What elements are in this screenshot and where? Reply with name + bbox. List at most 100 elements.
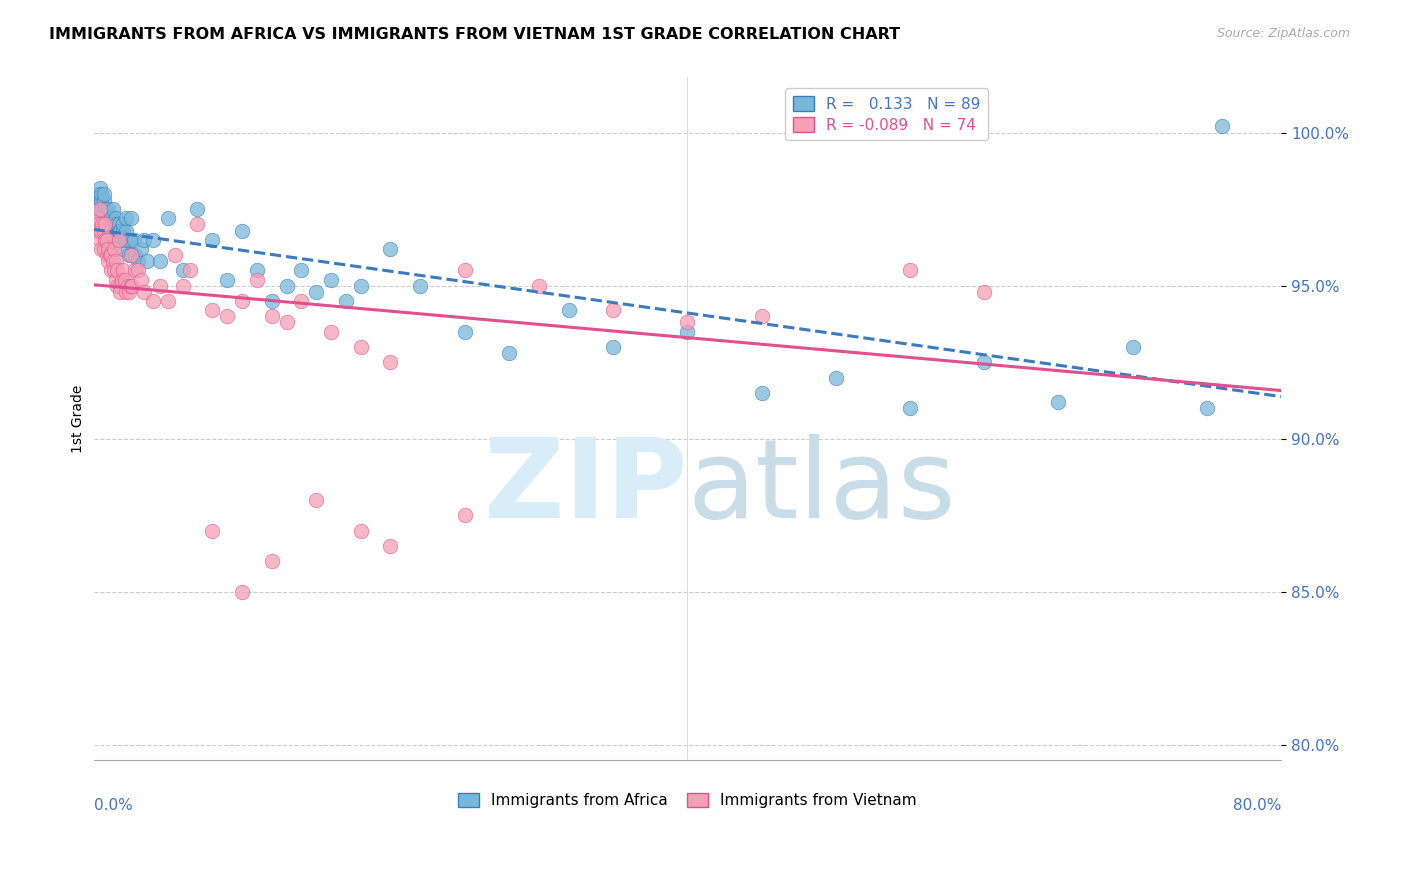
Point [93,186,115,201]
Point [89,202,111,216]
Point [115,223,138,237]
Point [676,325,699,339]
Point [112,223,135,237]
Point [87,202,110,216]
Point [100,223,122,237]
Point [104,254,127,268]
Point [751,310,773,324]
Point [305,493,328,508]
Point [498,346,520,360]
Point [142,293,165,308]
Point [165,248,187,262]
Point [108,218,131,232]
Point [91,211,114,226]
Point [973,285,995,299]
Point [111,272,134,286]
Point [217,272,239,286]
Point [93,193,115,207]
Point [217,310,239,324]
Point [89,233,111,247]
Point [90,193,112,207]
Point [114,272,136,286]
Point [121,248,143,262]
Point [276,315,298,329]
Point [156,293,179,308]
Point [97,218,120,232]
Point [246,272,269,286]
Point [86,211,108,226]
Point [94,233,117,247]
Point [132,285,155,299]
Point [156,211,179,226]
Point [260,310,283,324]
Text: 0.0%: 0.0% [94,798,132,813]
Legend: Immigrants from Africa, Immigrants from Vietnam: Immigrants from Africa, Immigrants from … [451,787,922,814]
Point [90,186,112,201]
Point [380,242,402,256]
Point [751,385,773,400]
Point [201,233,224,247]
Point [179,263,201,277]
Point [105,278,128,293]
Point [260,554,283,568]
Point [120,278,142,293]
Point [91,202,114,216]
Point [103,263,125,277]
Point [118,285,141,299]
Point [136,254,159,268]
Point [96,211,118,226]
Point [94,218,117,232]
Point [453,263,475,277]
Point [108,223,131,237]
Point [973,355,995,369]
Point [104,223,127,237]
Point [110,278,132,293]
Point [101,254,124,268]
Point [231,293,253,308]
Point [98,233,121,247]
Text: atlas: atlas [688,434,956,541]
Point [898,263,921,277]
Point [149,278,172,293]
Point [96,223,118,237]
Point [1195,401,1218,416]
Point [97,254,120,268]
Point [824,120,846,134]
Point [350,524,373,538]
Point [246,263,269,277]
Point [96,248,118,262]
Y-axis label: 1st Grade: 1st Grade [72,384,86,453]
Point [335,293,357,308]
Point [101,218,124,232]
Point [97,202,120,216]
Point [380,539,402,553]
Point [319,272,342,286]
Point [898,401,921,416]
Point [121,278,143,293]
Point [87,223,110,237]
Point [129,242,152,256]
Point [87,186,110,201]
Point [114,233,136,247]
Point [120,211,142,226]
Point [201,524,224,538]
Point [231,223,253,237]
Point [409,278,432,293]
Point [186,202,208,216]
Point [90,223,112,237]
Point [231,585,253,599]
Point [93,223,115,237]
Point [118,248,141,262]
Point [93,242,115,256]
Point [1047,395,1070,409]
Point [98,248,121,262]
Point [100,211,122,226]
Point [305,285,328,299]
Text: ZIP: ZIP [484,434,688,541]
Point [602,340,624,354]
Point [105,233,128,247]
Point [1122,340,1144,354]
Point [87,218,110,232]
Point [110,285,132,299]
Point [527,278,550,293]
